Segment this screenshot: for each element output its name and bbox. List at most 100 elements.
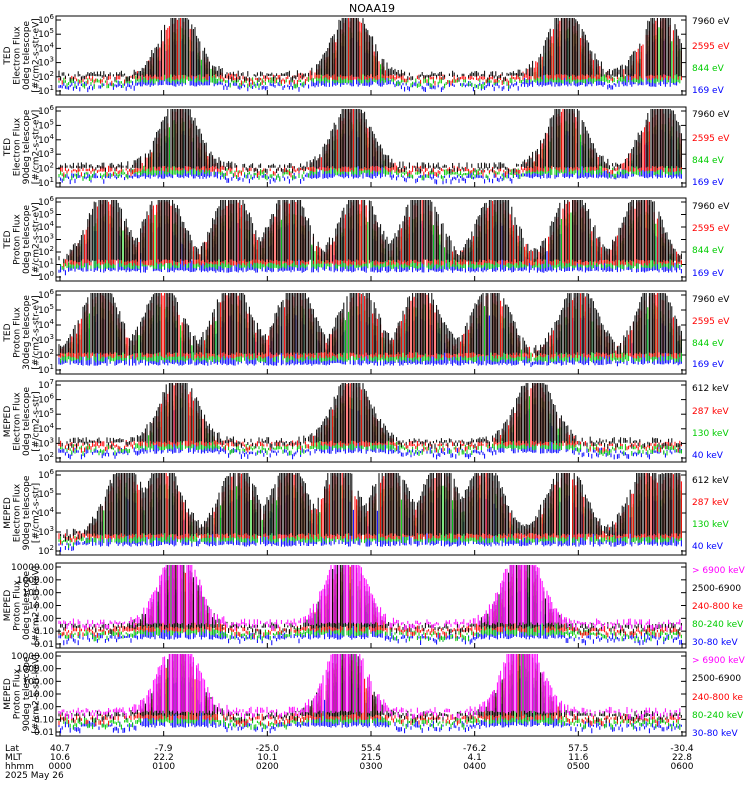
y-tick-label: 1.00 xyxy=(34,614,54,624)
y-tick-label: 10.00 xyxy=(28,690,54,700)
series-path xyxy=(58,18,682,83)
y-axis-label-line: [#/cm2-s-str-keV] xyxy=(32,654,42,733)
flux-traces xyxy=(58,383,682,460)
x-row-value: 0400 xyxy=(463,762,486,772)
series-trace xyxy=(58,18,682,83)
series-path xyxy=(58,494,682,552)
series-trace xyxy=(58,674,682,734)
flux-traces xyxy=(58,18,682,93)
y-axis-label-line: TED xyxy=(3,230,13,249)
y-axis-label-line: TED xyxy=(3,138,13,157)
legend-entry: 30-80 keV xyxy=(692,638,738,648)
x-row-value: 57.5 xyxy=(568,744,588,754)
series-path xyxy=(58,404,682,460)
y-axis-label: TEDElectron Flux0deg telescope[#/cm2-s-s… xyxy=(3,18,42,93)
flux-traces xyxy=(58,654,682,734)
y-axis-label-line: Electron Flux xyxy=(13,483,23,542)
x-row-value: 0100 xyxy=(152,762,175,772)
series-path xyxy=(60,473,681,542)
series-path xyxy=(58,220,682,276)
x-row-label: hhmm xyxy=(5,762,34,772)
series-path xyxy=(58,383,682,453)
legend-entry: 169 eV xyxy=(692,86,725,96)
x-axis-labels: Lat 40.7 -7.9 -25.0 55.4 -76.2 57.5 -30.4 MLT 10.… xyxy=(5,744,694,781)
x-row-value: 0000 xyxy=(49,762,72,772)
y-tick-label: 100.00 xyxy=(23,589,55,599)
series-path xyxy=(58,109,682,174)
series-trace xyxy=(58,654,682,723)
flux-traces xyxy=(58,293,682,367)
series-trace xyxy=(58,109,682,174)
y-axis-label: MEPEDProton Flux0deg telescope[#/cm2-s-s… xyxy=(3,566,42,645)
y-axis-label: MEPEDElectron Flux0deg telescope[#/cm2-s… xyxy=(3,387,42,457)
y-axis-label: TEDElectron Flux90deg telescope[#/cm2-s-… xyxy=(3,109,42,184)
series-trace xyxy=(58,404,682,460)
y-tick-label: 0.01 xyxy=(34,640,54,650)
y-tick-label: 0.01 xyxy=(34,728,54,738)
legend-entry: 612 keV xyxy=(692,476,729,486)
legend-entry: 2595 eV xyxy=(692,134,730,144)
series-trace xyxy=(58,383,682,453)
legend-entry: 240-800 ke xyxy=(692,693,743,703)
legend-entry: 844 eV xyxy=(692,339,725,349)
series-trace xyxy=(58,314,682,367)
series-trace xyxy=(58,220,682,276)
y-axis-label: TEDProton Flux30deg telescope[#/cm2-s-st… xyxy=(3,295,42,370)
legend-entry: 130 keV xyxy=(692,429,729,439)
y-axis-label-line: 0deg telescope xyxy=(22,21,32,91)
y-axis-label-line: 90deg telescope xyxy=(22,475,32,550)
y-axis-label-line: 90deg telescope xyxy=(22,109,32,184)
y-tick-label: 0.10 xyxy=(34,627,54,637)
legend-entry: > 6900 keV xyxy=(692,566,746,576)
series-path xyxy=(58,18,682,86)
legend-entry: 130 keV xyxy=(692,520,729,530)
series-path xyxy=(58,565,682,635)
y-axis-label-line: MEPED xyxy=(3,590,13,622)
legend-entry: 287 keV xyxy=(692,498,729,508)
chart-title: NOAA19 xyxy=(349,2,395,15)
series-trace xyxy=(58,293,682,356)
y-axis-label-line: Electron Flux xyxy=(13,117,23,176)
legend-entry: 169 eV xyxy=(692,269,725,279)
y-axis-label-line: MEPED xyxy=(3,406,13,438)
y-axis-label-line: Proton Flux xyxy=(13,214,23,265)
series-trace xyxy=(58,494,682,552)
legend-entry: 240-800 ke xyxy=(692,602,743,612)
panel-7: 0.010.101.0010.00100.001000.0010000.00ME… xyxy=(3,562,746,650)
series-trace xyxy=(58,654,681,720)
series-trace xyxy=(58,128,682,185)
y-axis-label-line: [#/cm2-s-str] xyxy=(32,391,42,451)
y-axis-label-line: Electron Flux xyxy=(13,26,23,85)
y-tick-label: 1000.00 xyxy=(17,576,54,586)
x-row-value: 0500 xyxy=(567,762,590,772)
legend-entry: 169 eV xyxy=(692,178,725,188)
y-axis-label-line: Electron Flux xyxy=(13,392,23,451)
y-axis-label-line: [#/cm2-s-str-keV] xyxy=(32,566,42,645)
y-axis-label: MEPEDElectron Flux90deg telescope[#/cm2-… xyxy=(3,475,42,550)
legend-entry: 2595 eV xyxy=(692,317,730,327)
y-tick-label: 102 xyxy=(38,451,54,464)
x-row-value: -25.0 xyxy=(256,744,280,754)
y-axis-label-line: Proton Flux xyxy=(13,668,23,719)
date-label: 2025 May 26 xyxy=(5,771,64,781)
y-axis-label-line: [#/cm2-s-str-eV] xyxy=(32,18,42,93)
x-row-label: MLT xyxy=(5,753,23,763)
x-row-value: 40.7 xyxy=(50,744,70,754)
series-path xyxy=(58,654,681,720)
legend-entry: 169 eV xyxy=(692,360,725,370)
series-path xyxy=(58,482,682,549)
y-axis-label-line: [#/cm2-s-str-eV] xyxy=(32,202,42,277)
y-axis-label-line: MEPED xyxy=(3,497,13,529)
legend-entry: 7960 eV xyxy=(692,202,730,212)
legend-entry: 80-240 keV xyxy=(692,620,744,630)
series-path xyxy=(58,674,682,734)
y-axis-label-line: 0deg telescope xyxy=(22,571,32,641)
